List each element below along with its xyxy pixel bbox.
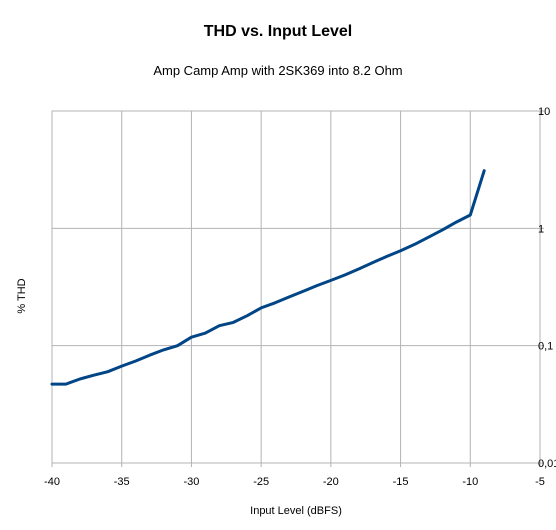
chart-title: THD vs. Input Level (204, 23, 352, 40)
series-lines (50, 169, 486, 386)
x-tick-label: -15 (393, 476, 409, 488)
plot-area-frame (51, 110, 541, 464)
chart-subtitle: Amp Camp Amp with 2SK369 into 8.2 Ohm (153, 63, 402, 78)
x-tick-label: -5 (535, 476, 545, 488)
y-axis-label: % THD (16, 278, 28, 313)
x-tick-label: -10 (462, 476, 478, 488)
y-tick-label: 1 (538, 223, 544, 235)
y-tick-label: 0,1 (538, 341, 553, 353)
x-tick-label: -30 (183, 476, 199, 488)
x-tick-label: -40 (44, 476, 60, 488)
x-axis-ticks: -40 -35 -30 -25 -20 -15 -10 -5 (44, 463, 545, 488)
x-tick-label: -20 (323, 476, 339, 488)
x-axis-label: Input Level (dBFS) (250, 505, 342, 517)
x-tick-label: -25 (253, 476, 269, 488)
y-tick-label: 0,01 (538, 458, 556, 470)
y-axis-ticks: 0,01 0,1 1 10 (538, 106, 556, 470)
x-tick-label: -35 (114, 476, 130, 488)
y-tick-label: 10 (538, 106, 550, 118)
thd-series-line (50, 169, 486, 386)
